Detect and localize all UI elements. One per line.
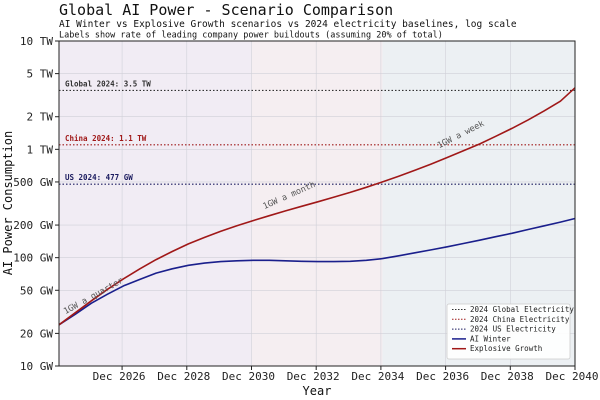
reference-line-label: Global 2024: 3.5 TW [65,79,151,88]
y-tick-label: 2 TW [27,111,54,124]
x-tick-label: Dec 2026 [93,370,146,383]
x-tick-label: Dec 2030 [222,370,275,383]
y-tick-label: 10 GW [20,360,53,373]
legend-entry: 2024 Global Electricity [470,305,574,314]
chart-subtitle: AI Winter vs Explosive Growth scenarios … [59,19,517,30]
chart-subtitle-2: Labels show rate of leading company powe… [59,31,443,41]
x-axis-label: Year [303,384,332,398]
x-tick-label: Dec 2032 [287,370,340,383]
y-tick-label: 100 GW [13,252,53,265]
background-band [251,41,383,366]
background-band [59,41,252,366]
reference-line-label: US 2024: 477 GW [65,173,133,182]
legend-entry: Explosive Growth [470,344,542,353]
series-line [58,87,576,326]
legend-entry: AI Winter [470,334,511,343]
x-tick-label: Dec 2036 [416,370,469,383]
legend-box [446,303,571,360]
series-lines [58,87,576,326]
grid-lines [59,40,576,367]
plot-frame [58,40,576,367]
legend-entry: 2024 US Electricity [470,325,556,334]
reference-line-label: China 2024: 1.1 TW [65,134,147,143]
y-tick-label: 1 TW [27,143,54,156]
x-tick-label: Dec 2038 [481,370,534,383]
legend-entry: 2024 China Electricity [470,315,570,324]
x-axis-ticks: Dec 2026 Dec 2028 Dec 2030 Dec 2032 Dec 2034… [93,366,599,383]
x-tick-label: Dec 2040 [546,370,599,383]
x-tick-label: Dec 2034 [351,370,404,383]
y-tick-label: 5 TW [27,68,54,81]
y-tick-label: 500 GW [13,176,53,189]
y-tick-label: 50 GW [20,284,53,297]
chart-title: Global AI Power - Scenario Comparison [59,1,393,19]
reference-lines: Global 2024: 3.5 TW China 2024: 1.1 TW US … [59,79,575,185]
series-line [58,217,576,326]
y-axis-ticks: 10 GW 20 GW 50 GW 100 GW 200 GW 500 GW 1 TW 2 T… [13,35,59,373]
y-tick-label: 20 GW [20,327,53,340]
y-tick-label: 10 TW [20,35,53,48]
y-tick-label: 200 GW [13,219,53,232]
x-tick-label: Dec 2028 [157,370,210,383]
y-axis-label: AI Power Consumption [1,131,15,276]
